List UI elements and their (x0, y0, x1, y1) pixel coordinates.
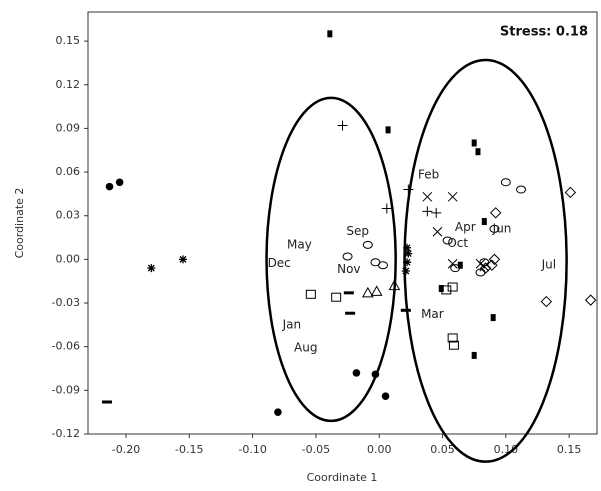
point (345, 311, 356, 315)
point (447, 282, 458, 292)
month-label: Apr (455, 220, 476, 234)
point (584, 294, 597, 306)
point (178, 255, 187, 264)
point (432, 226, 443, 237)
point (438, 284, 444, 292)
y-tick-label: 0.15 (56, 34, 81, 47)
point (450, 264, 461, 273)
y-tick-label: 0.09 (56, 121, 81, 134)
month-label: Dec (268, 256, 291, 270)
point (400, 308, 411, 312)
month-label: Jun (492, 221, 512, 235)
stress-label: Stress: 0.18 (500, 25, 588, 40)
point (516, 185, 527, 194)
point (471, 351, 477, 359)
group-ellipse (403, 58, 568, 463)
y-tick-label: -0.12 (52, 427, 80, 440)
point (490, 314, 496, 322)
point (488, 253, 501, 266)
point (337, 120, 348, 131)
point (457, 261, 463, 269)
point (475, 148, 481, 156)
point (305, 289, 316, 299)
point (331, 292, 342, 302)
month-label: Mar (421, 307, 444, 321)
month-label: Oct (447, 236, 468, 250)
x-tick-label: 0.15 (557, 443, 582, 456)
plot-frame (87, 11, 598, 435)
point (404, 249, 413, 258)
point (447, 258, 458, 269)
point (274, 408, 282, 416)
point (343, 291, 354, 295)
point (422, 206, 433, 217)
point (403, 184, 414, 195)
point (327, 30, 333, 38)
point (441, 285, 452, 295)
point (403, 258, 412, 267)
x-tick-label: -0.20 (112, 443, 140, 456)
y-tick-label: -0.06 (52, 340, 80, 353)
month-label: Nov (337, 262, 360, 276)
x-tick-label: -0.05 (302, 443, 330, 456)
x-tick-label: -0.15 (175, 443, 203, 456)
point (422, 191, 433, 202)
point (361, 286, 374, 298)
point (115, 178, 124, 187)
point (381, 392, 390, 400)
point (481, 218, 487, 226)
month-label: Jan (282, 317, 302, 331)
point (385, 126, 391, 134)
y-axis-label: Coordinate 2 (13, 188, 26, 259)
point (362, 240, 373, 249)
point (564, 186, 577, 199)
y-tick-label: -0.09 (52, 383, 80, 396)
point (342, 252, 353, 261)
month-label: Sep (346, 224, 369, 238)
point (479, 261, 490, 272)
group-ellipse (265, 96, 397, 423)
point (447, 333, 458, 343)
point (540, 295, 553, 308)
point (147, 264, 156, 273)
y-tick-label: 0.00 (56, 252, 81, 265)
x-axis-label: Coordinate 1 (307, 471, 378, 484)
x-tick-label: 0.10 (494, 443, 519, 456)
x-tick-label: 0.05 (430, 443, 455, 456)
month-label: Jul (541, 258, 556, 272)
point (448, 340, 459, 350)
y-tick-label: 0.03 (56, 209, 81, 222)
month-label: Feb (418, 167, 439, 181)
point (475, 258, 486, 269)
y-tick-label: 0.06 (56, 165, 81, 178)
point (489, 224, 500, 233)
point (447, 191, 458, 202)
point (381, 203, 392, 214)
point (101, 400, 112, 404)
y-tick-label: 0.12 (56, 78, 81, 91)
month-label: May (287, 237, 312, 251)
point (105, 182, 114, 191)
point (401, 267, 410, 276)
point (479, 262, 492, 274)
point (471, 139, 477, 147)
point (431, 207, 442, 218)
point (388, 279, 401, 291)
point (378, 261, 389, 270)
x-tick-label: -0.10 (238, 443, 266, 456)
point (489, 207, 502, 219)
point (371, 370, 380, 379)
point (500, 178, 511, 187)
y-tick-label: -0.03 (52, 296, 80, 309)
point (442, 236, 453, 245)
point (370, 285, 383, 296)
point (403, 243, 412, 252)
point (352, 369, 361, 377)
month-label: Aug (294, 341, 317, 355)
x-tick-label: 0.00 (367, 443, 392, 456)
